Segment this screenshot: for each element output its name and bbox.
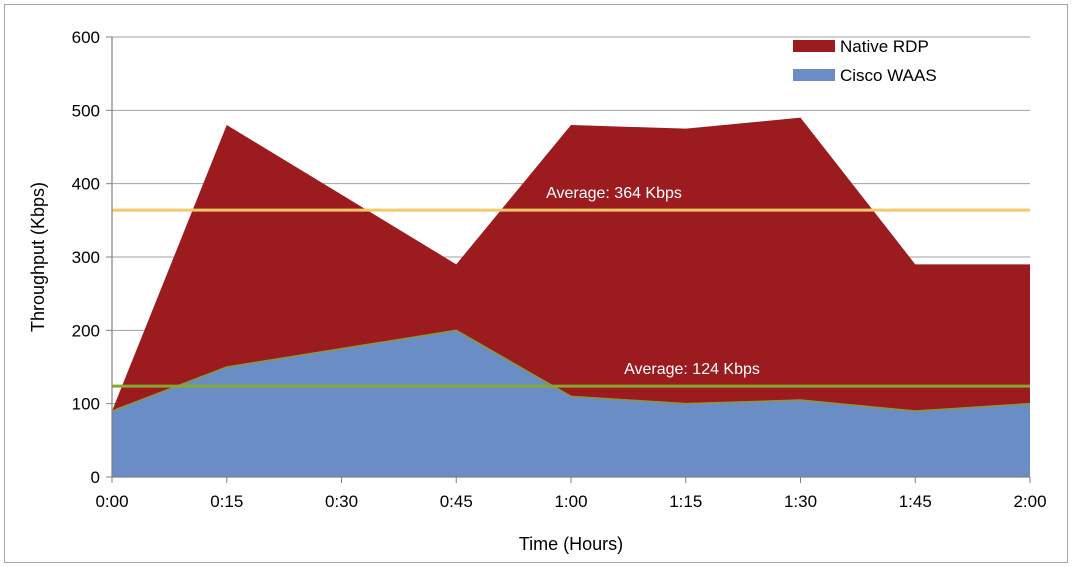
y-axis-title: Throughput (Kbps): [28, 182, 48, 332]
x-tick-label: 0:45: [440, 492, 473, 511]
series-outline-cisco-waas: [111, 329, 1031, 412]
x-tick-label: 1:00: [554, 492, 587, 511]
legend-label-native-rdp: Native RDP: [840, 37, 929, 56]
area-series: [111, 117, 1031, 478]
x-tick-label: 0:30: [325, 492, 358, 511]
chart-frame: [4, 4, 1068, 563]
y-tick-label: 0: [91, 468, 100, 487]
average-label-cisco-waas: Average: 124 Kbps: [624, 361, 760, 378]
y-tick-label: 100: [72, 395, 100, 414]
x-tick-label: 0:00: [95, 492, 128, 511]
x-axis-title: Time (Hours): [519, 534, 623, 554]
legend-label-cisco-waas: Cisco WAAS: [840, 66, 937, 85]
average-label-native-rdp: Average: 364 Kbps: [546, 185, 682, 202]
y-tick-label: 600: [72, 28, 100, 47]
y-tick-labels: 0 100 200 300 400 500 600: [72, 28, 100, 487]
x-tick-label: 1:30: [784, 492, 817, 511]
x-tick-labels: 0:00 0:15 0:30 0:45 1:00 1:15 1:30 1:45 2:00: [95, 477, 1047, 511]
legend-swatch-native-rdp: [793, 40, 835, 52]
x-tick-label: 1:15: [669, 492, 702, 511]
reference-lines: [112, 208, 1030, 388]
legend: Native RDP Cisco WAAS: [793, 37, 937, 85]
y-tick-label: 500: [72, 101, 100, 120]
x-tick-label: 2:00: [1013, 492, 1046, 511]
x-tick-label: 0:15: [210, 492, 243, 511]
y-tick-label: 300: [72, 248, 100, 267]
area-cisco-waas: [112, 330, 1030, 477]
legend-swatch-cisco-waas: [793, 69, 835, 81]
y-tick-label: 400: [72, 175, 100, 194]
y-tick-label: 200: [72, 321, 100, 340]
x-tick-label: 1:45: [899, 492, 932, 511]
